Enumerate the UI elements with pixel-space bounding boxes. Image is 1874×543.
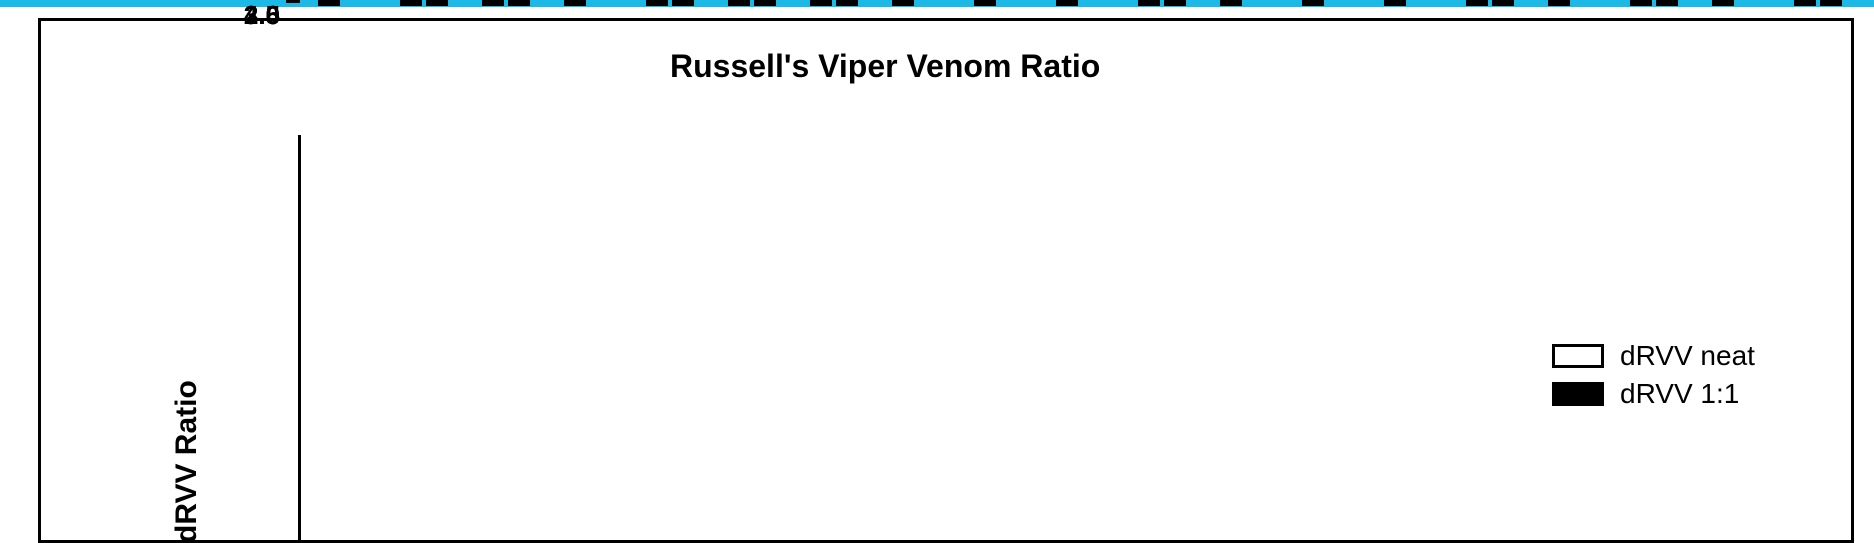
bar-neat <box>892 0 914 6</box>
bar-11 <box>508 0 530 6</box>
chart-title: Russell's Viper Venom Ratio <box>670 48 1100 85</box>
bar-neat <box>646 0 668 6</box>
bar-neat <box>482 0 504 6</box>
legend-swatch-neat <box>1552 344 1604 368</box>
bar-neat <box>318 0 340 6</box>
y-axis-label: dRVV Ratio <box>170 380 204 543</box>
bar-neat <box>1138 0 1160 6</box>
bar-neat <box>810 0 832 6</box>
bar-11 <box>672 0 694 6</box>
bar-11 <box>1164 0 1186 6</box>
legend-label-11: dRVV 1:1 <box>1620 378 1739 410</box>
bar-neat <box>1794 0 1816 6</box>
legend-item-neat: dRVV neat <box>1552 340 1755 372</box>
bar-neat <box>974 0 996 6</box>
bar-11 <box>836 0 858 6</box>
bar-11 <box>1820 0 1842 6</box>
bar-neat <box>1056 0 1078 6</box>
bar-neat <box>1466 0 1488 6</box>
bar-neat <box>728 0 750 6</box>
top-accent-border <box>0 0 1874 7</box>
legend-swatch-11 <box>1552 382 1604 406</box>
bar-neat <box>1384 0 1406 6</box>
legend-label-neat: dRVV neat <box>1620 340 1755 372</box>
bar-11 <box>754 0 776 6</box>
bar-neat <box>1302 0 1324 6</box>
y-axis-line <box>298 135 301 543</box>
chart-panel <box>38 18 1854 543</box>
bar-neat <box>1630 0 1652 6</box>
bar-11 <box>1492 0 1514 6</box>
bar-neat <box>400 0 422 6</box>
bar-neat <box>1548 0 1570 6</box>
y-tick-mark <box>286 0 300 3</box>
bar-11 <box>1656 0 1678 6</box>
bar-11 <box>426 0 448 6</box>
y-tick-label: 4.0 <box>220 0 280 31</box>
bar-neat <box>1220 0 1242 6</box>
bar-neat <box>1712 0 1734 6</box>
legend-item-11: dRVV 1:1 <box>1552 378 1755 410</box>
legend: dRVV neat dRVV 1:1 <box>1552 340 1755 416</box>
bar-neat <box>564 0 586 6</box>
